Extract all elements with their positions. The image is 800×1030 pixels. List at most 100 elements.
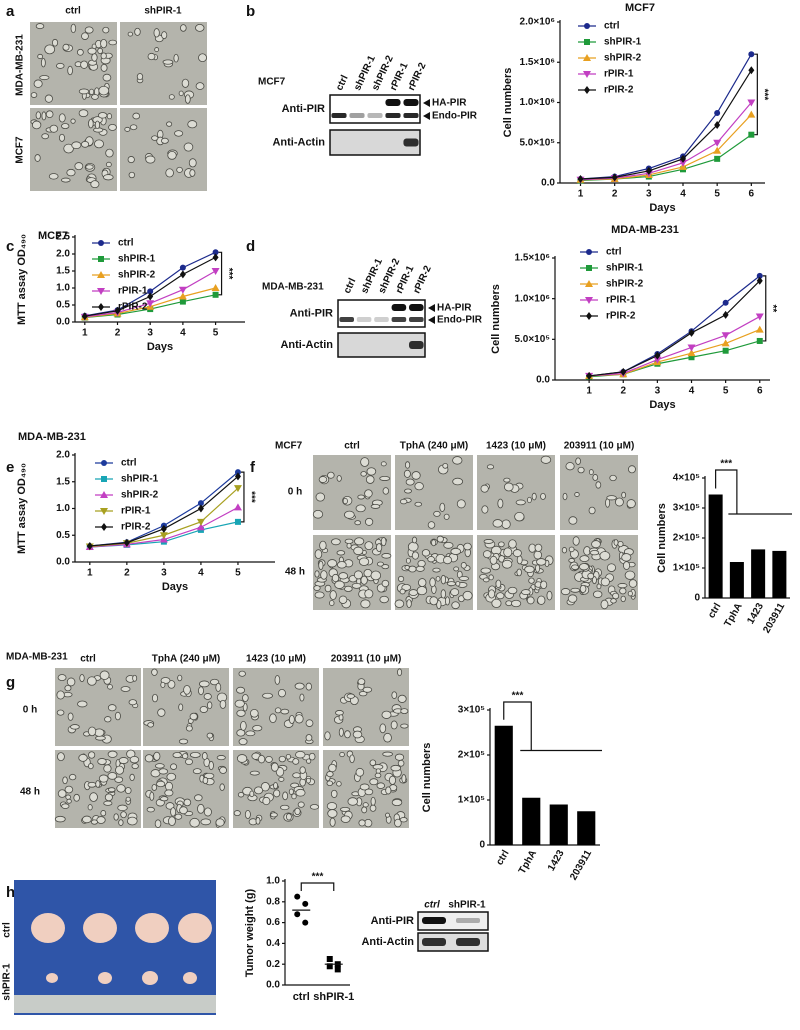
cell-image [277,688,286,698]
cell-image [628,465,636,474]
legend-label: shPIR-1 [121,474,159,485]
cell-image [577,466,585,474]
x-tick-label: 5 [723,386,729,397]
panel-letter: h [6,884,15,901]
marker [714,155,721,162]
marker [721,332,730,340]
marker [178,286,187,294]
cell-image [257,754,266,764]
cell-image [234,699,245,708]
marker [645,166,652,175]
cell-image [249,790,255,798]
y-axis-label: Cell numbers [421,743,433,813]
tumor [46,973,58,983]
y-tick-label: 1.5×10⁶ [515,253,550,264]
y-tick-label: 3×10⁵ [673,503,701,514]
cell-image [483,539,494,544]
cell-image [400,723,409,729]
band-label: HA-PIR [437,303,472,314]
cell-image [575,457,581,465]
marker [197,504,204,513]
cell-image [108,123,117,131]
cell-image [87,763,94,770]
cell-image [131,763,139,770]
cell-image [369,759,377,767]
cell-image [91,94,99,100]
cell-image [95,735,106,741]
cell-image [208,760,214,771]
marker [714,109,721,116]
cell-image [56,709,65,716]
legend-label: shPIR-1 [606,263,644,274]
cell-image [198,680,210,688]
y-tick-label: 0.0 [56,557,70,568]
cell-image [91,53,98,62]
x-tick-label: 1 [87,568,93,579]
y-tick-label: 5.0×10⁵ [519,137,555,148]
cell-image [452,456,463,465]
band [403,113,419,118]
cell-image [107,787,116,793]
cell-image [327,471,335,479]
legend-label: ctrl [606,247,622,258]
cell-image [338,595,348,604]
legend-label: rPIR-2 [121,522,151,533]
significance: *** [245,491,256,503]
marker [713,146,722,154]
cell-image [488,589,496,599]
cell-image [280,708,290,715]
cell-image [147,722,154,728]
x-tick-label: 1 [586,386,592,397]
cell-image [308,752,316,761]
cell-image [244,809,251,820]
cell-image [397,759,405,767]
cell-image [69,773,77,781]
cell-image [151,135,159,141]
x-tick-label: 6 [749,189,755,200]
cell-image [411,471,421,480]
cell-image [81,32,89,40]
cell-image [62,776,68,785]
cell-image [57,674,67,681]
cell-image [262,692,273,699]
cell-image [628,579,638,588]
row-label: 48 h [20,787,40,798]
cell-image [453,566,460,572]
cell-image [278,776,285,782]
cell-image [362,802,369,808]
band [422,938,446,946]
bar [751,549,766,598]
cell-image [288,714,295,724]
cell-image [331,573,340,583]
cell-image [127,31,133,37]
legend-label: ctrl [121,458,137,469]
cell-image [158,768,169,775]
bar [729,562,744,598]
x-tick-label: 4 [198,568,204,579]
cell-image [540,455,552,464]
x-tick-label: 1423 [546,848,567,873]
cell-image [619,587,627,595]
panel-letter: d [246,238,255,255]
marker [100,491,108,498]
y-tick-label: 0.0 [56,317,70,328]
cell-image [104,716,112,723]
cell-image [278,755,286,763]
cell-image [174,813,183,820]
band [391,317,407,322]
cell-image [491,598,502,608]
cell-image [505,600,513,607]
marker [98,256,104,262]
x-tick-label: 5 [235,568,241,579]
cell-image [34,154,41,162]
y-tick-label: 4×10⁵ [673,473,701,484]
cell-image [561,547,568,554]
cell-image [421,549,431,557]
cell-image [346,542,352,549]
cell-image [596,583,602,590]
cell-image [62,43,70,51]
x-tick-label: 4 [689,386,695,397]
column-label: TphA (240 μM) [400,441,469,452]
cell-image [411,536,418,544]
cell-image [503,477,511,483]
